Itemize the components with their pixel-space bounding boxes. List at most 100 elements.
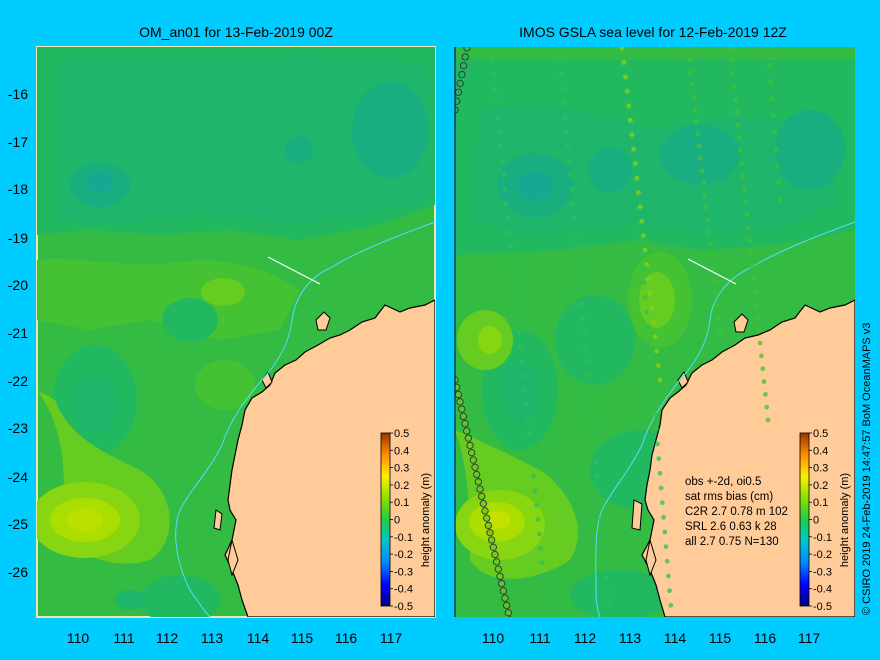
observation-marker [716, 315, 722, 321]
observation-marker [519, 359, 525, 364]
observation-marker [539, 560, 545, 565]
observation-marker [461, 419, 469, 428]
observation-marker [455, 88, 463, 96]
observation-marker [455, 376, 459, 384]
stats-line: SRL 2.6 0.63 k 28 [685, 521, 777, 533]
observation-marker [657, 377, 663, 383]
observation-marker [521, 373, 526, 379]
observation-marker [663, 544, 669, 550]
observation-marker [768, 79, 774, 85]
observation-marker [689, 82, 695, 88]
observation-marker [652, 412, 658, 418]
observation-marker [587, 387, 592, 393]
observation-marker [516, 330, 522, 336]
observation-marker [636, 189, 641, 195]
observation-marker [644, 262, 650, 267]
observation-marker [760, 366, 766, 372]
observation-marker [714, 303, 720, 308]
observation-marker [501, 594, 509, 602]
observation-marker [653, 426, 659, 432]
observation-marker [456, 398, 464, 406]
right-observation-tracks [0, 0, 783, 617]
left-map: -16 -17 -18 -19 -20 -21 -22 -23 -24 -25 … [8, 46, 436, 646]
colorbar-tick-label: -0.1 [394, 532, 413, 544]
observation-marker [496, 572, 504, 581]
observation-marker [505, 215, 511, 221]
observation-marker [744, 212, 750, 218]
observation-marker [646, 338, 652, 344]
observation-marker [759, 353, 764, 359]
observation-marker [471, 463, 479, 471]
left-y-tick: -25 [8, 516, 28, 532]
observation-marker [588, 402, 594, 408]
right-shelf-contour [595, 221, 855, 617]
observation-marker [765, 47, 771, 51]
observation-marker [512, 287, 518, 293]
observation-marker [0, 0, 3, 3]
left-y-tick: -19 [8, 230, 28, 246]
left-y-tick: -22 [8, 373, 28, 389]
observation-marker [692, 106, 698, 112]
observation-marker [461, 53, 469, 61]
observation-marker [730, 71, 736, 77]
observation-marker [728, 58, 734, 64]
observation-marker [717, 327, 723, 333]
colorbar-tick-label: -0.5 [394, 601, 413, 613]
observation-marker [645, 324, 651, 330]
observation-marker [599, 531, 605, 537]
left-colorbar: 0.5 0.4 0.3 0.2 0.1 0 -0.1 -0.2 -0.3 -0.4 -0.5 hei… [380, 428, 432, 613]
observation-marker [739, 161, 745, 166]
right-x-axis: 110 111 112 113 114 115 116 117 [482, 630, 821, 646]
observation-marker [498, 143, 504, 149]
observation-marker [640, 265, 646, 271]
observation-marker [770, 113, 776, 118]
observation-marker [749, 263, 755, 269]
right-colorbar-gradient [799, 432, 810, 607]
observation-marker [658, 485, 664, 491]
observation-marker [593, 459, 599, 465]
observation-marker [522, 387, 528, 393]
observation-marker [532, 488, 538, 494]
colorbar-tick-label: 0.4 [813, 445, 828, 457]
observation-marker [732, 96, 738, 102]
observation-marker [634, 175, 640, 181]
observation-marker [576, 272, 582, 278]
left-x-tick: 117 [380, 630, 403, 646]
left-y-tick: -24 [8, 469, 28, 485]
observation-marker [584, 359, 590, 364]
observation-marker [603, 574, 609, 580]
colorbar-tick-label: -0.3 [394, 566, 413, 578]
right-anomaly-field [455, 60, 855, 617]
observation-marker [535, 517, 541, 522]
observation-marker [712, 278, 717, 284]
left-anomaly-field [37, 47, 435, 617]
observation-marker [501, 172, 506, 178]
observation-marker [511, 272, 516, 278]
observation-marker [481, 507, 489, 515]
observation-marker [641, 280, 647, 286]
credit-text: © CSIRO 2019 24-Feb-2019 14:47:57 BoM Oc… [861, 323, 873, 615]
colorbar-tick-label: -0.4 [813, 584, 832, 596]
observation-marker [738, 148, 743, 154]
colorbar-tick-label: -0.1 [813, 532, 832, 544]
observation-marker [526, 430, 532, 436]
right-x-tick: 113 [619, 630, 642, 646]
right-x-tick: 116 [754, 630, 777, 646]
observation-marker [748, 250, 754, 256]
right-x-tick: 110 [482, 630, 505, 646]
observation-marker [491, 71, 496, 77]
observation-marker [597, 502, 603, 508]
observation-marker [649, 368, 654, 374]
observation-marker [538, 545, 544, 551]
observation-marker [629, 132, 635, 138]
observation-marker [562, 115, 568, 120]
observation-marker [647, 353, 653, 359]
observation-marker [491, 550, 499, 559]
observation-marker [695, 131, 701, 137]
observation-marker [503, 201, 509, 206]
observation-marker [544, 603, 549, 609]
observation-marker [661, 514, 666, 520]
observation-marker [502, 186, 508, 192]
observation-marker [753, 302, 759, 307]
observation-marker [622, 74, 628, 80]
